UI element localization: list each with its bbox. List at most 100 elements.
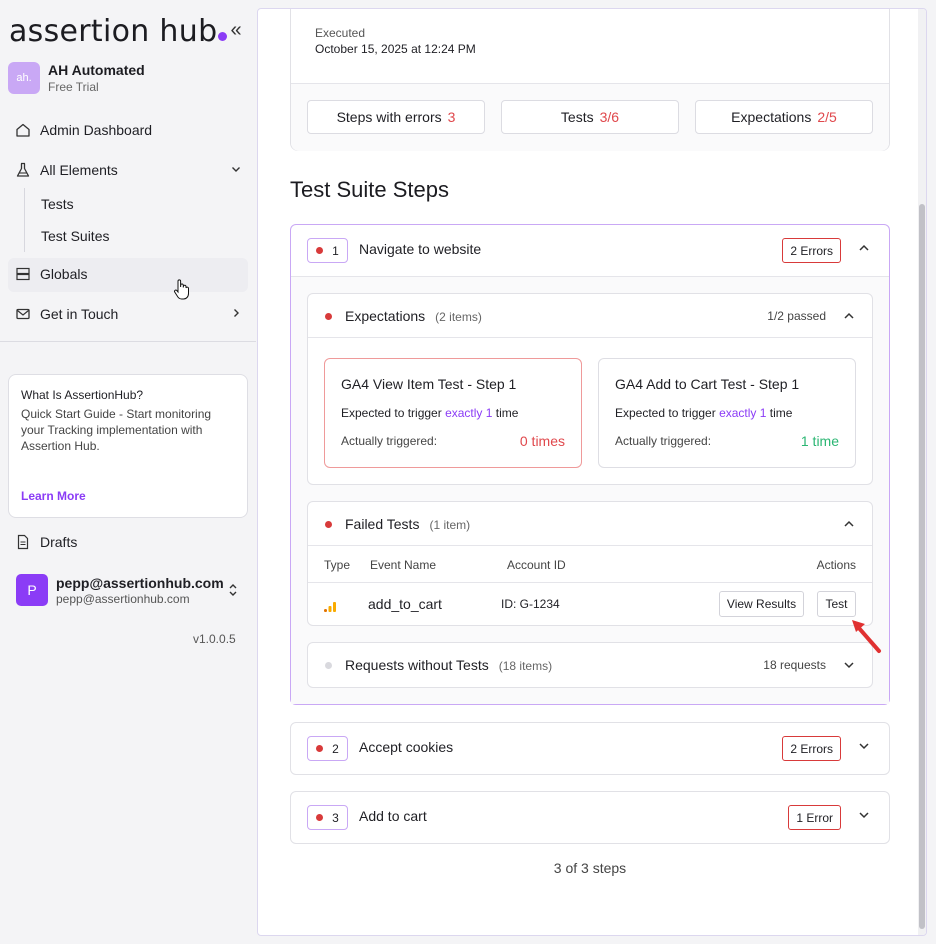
nav-drafts[interactable]: Drafts bbox=[14, 533, 77, 551]
logo-text: assertion hub bbox=[9, 14, 218, 49]
submenu-rail bbox=[24, 188, 25, 252]
nav-label: Get in Touch bbox=[40, 306, 119, 322]
step-number: 3 bbox=[332, 810, 339, 825]
server-icon bbox=[14, 265, 32, 283]
main-panel: Executed October 15, 2025 at 12:24 PM St… bbox=[257, 8, 927, 936]
event-name: add_to_cart bbox=[368, 596, 442, 612]
expectation-title: GA4 Add to Cart Test - Step 1 bbox=[615, 376, 800, 392]
stat-steps-with-errors: Steps with errors 3 bbox=[307, 100, 485, 134]
table-header: Type Event Name Account ID Actions bbox=[308, 546, 872, 583]
chevron-down-icon[interactable] bbox=[857, 739, 871, 753]
step-title: Navigate to website bbox=[359, 241, 482, 257]
expectation-card[interactable]: GA4 View Item Test - Step 1 Expected to … bbox=[324, 358, 582, 468]
chevron-right-icon bbox=[230, 307, 242, 322]
panel-title: Expectations bbox=[345, 308, 426, 324]
stat-label: Steps with errors bbox=[336, 109, 442, 125]
stat-value: 3 bbox=[447, 109, 456, 125]
step-card-2: 2 Accept cookies 2 Errors bbox=[290, 722, 890, 775]
org-name: AH Automated bbox=[48, 62, 145, 78]
error-dot bbox=[316, 814, 324, 821]
error-dot bbox=[316, 745, 324, 752]
stat-expectations: Expectations 2/5 bbox=[695, 100, 873, 134]
step-header[interactable]: 3 Add to cart 1 Error bbox=[291, 792, 889, 843]
stat-label: Expectations bbox=[731, 109, 812, 125]
user-name: pepp@assertionhub.com bbox=[56, 574, 224, 591]
requests-header[interactable]: Requests without Tests (18 items) 18 requ… bbox=[308, 643, 872, 687]
column-header: Account ID bbox=[507, 558, 566, 572]
stat-tests: Tests 3/6 bbox=[501, 100, 679, 134]
steps-count: 3 of 3 steps bbox=[553, 860, 627, 876]
flask-icon bbox=[14, 161, 32, 179]
expectation-count: exactly 1 bbox=[719, 406, 767, 420]
expectation-card[interactable]: GA4 Add to Cart Test - Step 1 Expected t… bbox=[598, 358, 856, 468]
stat-value: 3/6 bbox=[599, 109, 620, 125]
user-menu[interactable]: P pepp@assertionhub.com pepp@assertionhu… bbox=[16, 574, 246, 606]
scrollbar[interactable] bbox=[918, 9, 926, 935]
nav-test-suites[interactable]: Test Suites bbox=[41, 228, 110, 244]
expectation-count: exactly 1 bbox=[445, 406, 493, 420]
scrollbar-thumb[interactable] bbox=[919, 204, 925, 929]
guide-title: What Is AssertionHub? bbox=[21, 388, 144, 402]
chevron-down-icon[interactable] bbox=[857, 808, 871, 822]
step-number-badge: 3 bbox=[307, 805, 348, 830]
column-header: Event Name bbox=[370, 558, 437, 572]
requests-count: 18 requests bbox=[763, 658, 826, 672]
panel-count: (18 items) bbox=[498, 659, 553, 673]
step-header[interactable]: 2 Accept cookies 2 Errors bbox=[291, 723, 889, 774]
chevron-down-icon bbox=[230, 163, 242, 178]
chevron-up-icon[interactable] bbox=[842, 309, 856, 323]
table-row: add_to_cart ID: G-1234 View Results Test bbox=[308, 583, 872, 625]
expectations-panel: Expectations (2 items) 1/2 passed GA4 Vie… bbox=[307, 293, 873, 485]
panel-title: Failed Tests bbox=[345, 516, 420, 532]
stat-value: 2/5 bbox=[817, 109, 837, 125]
app-logo[interactable]: assertion hub bbox=[9, 14, 228, 49]
step-number-badge: 2 bbox=[307, 736, 348, 761]
nav-hover-highlight bbox=[8, 258, 248, 292]
step-title: Add to cart bbox=[359, 808, 427, 824]
hand-cursor-icon bbox=[172, 278, 190, 305]
step-number: 2 bbox=[332, 741, 339, 756]
user-email: pepp@assertionhub.com bbox=[56, 591, 190, 606]
nav-all-elements[interactable]: All Elements bbox=[14, 161, 242, 179]
google-analytics-icon bbox=[324, 599, 336, 612]
view-results-button[interactable]: View Results bbox=[719, 591, 804, 617]
org-plan: Free Trial bbox=[48, 80, 99, 94]
executed-date: October 15, 2025 at 12:24 PM bbox=[315, 42, 476, 56]
home-icon bbox=[14, 121, 32, 139]
failed-tests-header[interactable]: Failed Tests (1 item) bbox=[308, 502, 872, 546]
actual-result: 0 times bbox=[519, 433, 565, 449]
step-number-badge: 1 bbox=[307, 238, 348, 263]
stat-label: Tests bbox=[560, 109, 594, 125]
chevron-down-icon[interactable] bbox=[842, 658, 856, 672]
test-button[interactable]: Test bbox=[817, 591, 856, 617]
error-count-badge: 2 Errors bbox=[782, 238, 841, 263]
nav-admin-dashboard[interactable]: Admin Dashboard bbox=[14, 121, 152, 139]
guide-body: Quick Start Guide - Start monitoring you… bbox=[21, 407, 212, 453]
step-title: Accept cookies bbox=[359, 739, 454, 755]
nav-globals[interactable]: Globals bbox=[14, 265, 87, 283]
error-count-badge: 2 Errors bbox=[782, 736, 841, 761]
user-avatar: P bbox=[16, 574, 48, 606]
sidebar-divider bbox=[0, 341, 256, 342]
nav-label: Drafts bbox=[40, 534, 78, 550]
step-header[interactable]: 1 Navigate to website 2 Errors bbox=[291, 225, 889, 276]
run-summary-card: Executed October 15, 2025 at 12:24 PM St… bbox=[290, 9, 890, 151]
panel-count: (2 items) bbox=[435, 310, 482, 324]
nav-get-in-touch[interactable]: Get in Touch bbox=[14, 305, 242, 323]
mail-icon bbox=[14, 305, 32, 323]
nav-label: All Elements bbox=[40, 162, 118, 178]
learn-more-link[interactable]: Learn More bbox=[21, 489, 86, 503]
collapse-sidebar-icon[interactable]: « bbox=[230, 19, 242, 41]
expectations-header[interactable]: Expectations (2 items) 1/2 passed bbox=[308, 294, 872, 338]
column-header: Actions bbox=[816, 558, 856, 572]
expectation-title: GA4 View Item Test - Step 1 bbox=[341, 376, 517, 392]
nav-tests[interactable]: Tests bbox=[41, 196, 74, 212]
expectation-unit: time bbox=[769, 406, 793, 420]
column-header: Type bbox=[324, 558, 351, 572]
panel-count: (1 item) bbox=[429, 518, 471, 532]
expectation-unit: time bbox=[495, 406, 519, 420]
chevron-up-icon[interactable] bbox=[857, 241, 871, 255]
org-switcher[interactable]: ah. AH Automated Free Trial bbox=[8, 62, 145, 94]
passed-status: 1/2 passed bbox=[767, 309, 826, 323]
chevron-up-icon[interactable] bbox=[842, 517, 856, 531]
